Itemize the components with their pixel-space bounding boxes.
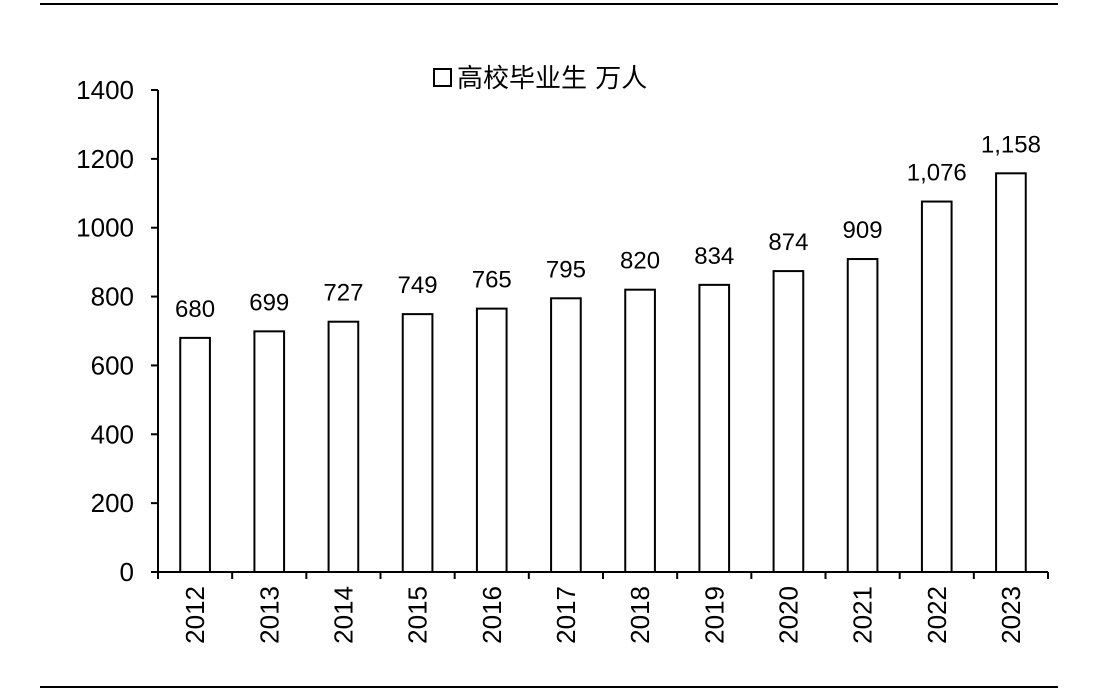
bar: [179, 336, 211, 573]
data-label: 749: [398, 272, 438, 299]
data-label: 680: [175, 296, 215, 323]
bar: [475, 307, 508, 573]
bars: [179, 172, 1027, 574]
data-label: 699: [249, 289, 289, 316]
x-tick-label: 2022: [922, 586, 952, 644]
x-tick-label: 2017: [551, 586, 581, 644]
data-label: 1,158: [981, 131, 1041, 158]
legend-swatch: [433, 68, 452, 87]
data-label: 874: [768, 229, 808, 256]
x-tick-label: 2019: [699, 586, 729, 644]
x-tick-label: 2018: [625, 586, 655, 644]
x-tick-label: 2023: [996, 586, 1026, 644]
x-axis: 2012 2013 2014 2015 2016 2017 2018 2019 2020 2021…: [157, 571, 1049, 644]
y-tick-label: 400: [91, 419, 134, 449]
x-tick-label: 2014: [328, 586, 358, 644]
bar: [995, 172, 1027, 573]
data-label: 765: [472, 267, 512, 294]
legend: 高校毕业生 万人: [433, 64, 647, 94]
y-tick-label: 1400: [76, 75, 134, 105]
data-label: 1,076: [907, 160, 967, 187]
y-tick-label: 800: [91, 282, 134, 312]
bar: [253, 330, 286, 574]
x-tick-label: 2020: [773, 586, 803, 644]
bar: [327, 320, 360, 573]
bar: [698, 283, 731, 573]
x-tick-label: 2016: [477, 586, 507, 644]
data-label: 727: [323, 280, 363, 307]
bar: [772, 270, 805, 573]
y-tick-label: 200: [91, 488, 134, 518]
x-tick-label: 2013: [254, 586, 284, 644]
legend-label: 高校毕业生 万人: [457, 64, 647, 94]
bar: [920, 200, 953, 573]
y-tick-label: 1200: [76, 144, 134, 174]
x-tick-label: 2021: [848, 586, 878, 644]
y-axis: 0 200 400 600 800 1000 1200 1400: [76, 75, 159, 587]
y-tick-label: 0: [120, 557, 134, 587]
data-label: 820: [620, 248, 660, 275]
x-tick-label: 2015: [403, 586, 433, 644]
bar: [550, 297, 582, 573]
bar: [401, 313, 434, 573]
bar: [846, 258, 879, 573]
data-labels: 680 699 727 749 765 795 820 834 874 909 1,076 1,158: [175, 131, 1041, 323]
x-tick-label: 2012: [180, 586, 210, 644]
bar: [624, 288, 656, 573]
data-label: 795: [546, 256, 586, 283]
data-label: 909: [843, 217, 883, 244]
data-label: 834: [694, 243, 734, 270]
y-tick-label: 600: [91, 350, 134, 380]
y-tick-label: 1000: [76, 213, 134, 243]
